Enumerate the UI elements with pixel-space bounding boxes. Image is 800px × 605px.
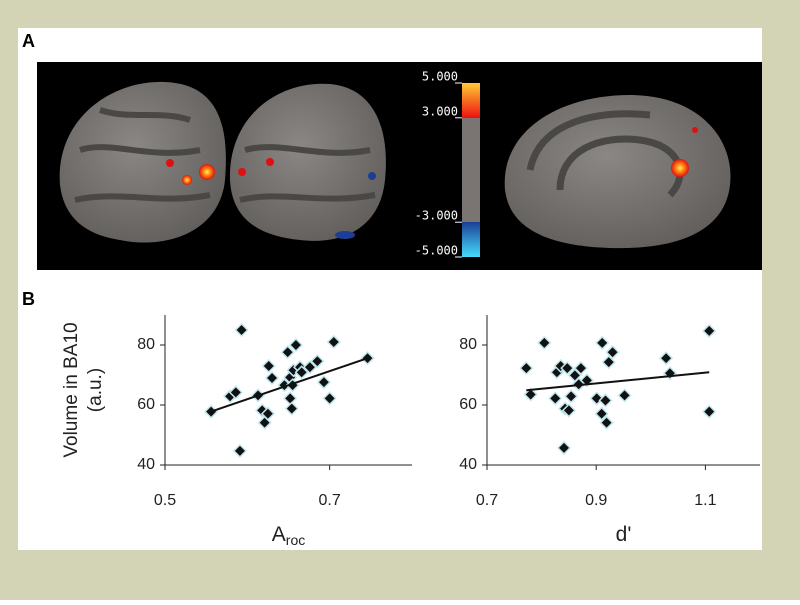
data-point [556,440,572,455]
data-point [598,393,613,408]
x-axis-label: Aroc [272,523,305,548]
data-point [599,415,614,430]
y-tick-label: 60 [459,396,477,413]
data-point [659,351,674,366]
data-point [284,401,299,416]
y-tick-label: 60 [137,396,155,413]
panel-label: B [22,289,35,309]
brain-right [229,83,386,241]
data-point [294,365,309,380]
data-point [537,335,552,350]
data-point [548,391,563,406]
x-tick-label: 0.7 [319,492,341,509]
data-point [601,355,616,370]
x-tick-label: 0.7 [476,492,498,509]
data-point [322,391,337,406]
y-tick-label: 40 [459,456,477,473]
colorbar-label: 3.000 [422,104,458,118]
data-point [261,358,276,374]
colorbar-label: -5.000 [415,244,458,258]
colorbar [462,83,480,257]
data-point [702,323,717,338]
data-point [561,403,576,418]
data-point [228,385,243,400]
data-point [260,406,275,421]
data-point [302,360,317,375]
data-point [234,322,249,338]
data-point [573,361,588,376]
brain-left [59,81,226,243]
y-tick-label: 80 [459,336,477,353]
x-label-base: A [272,523,286,546]
data-point [617,388,632,403]
data-point [605,345,620,360]
y-tick-label: 80 [137,336,155,353]
x-label-sub: roc [286,532,305,548]
x-axis-label: d' [616,523,632,546]
data-point [316,375,331,390]
panel-label: A [22,31,35,51]
data-point [264,370,280,386]
data-point [595,335,610,350]
data-point [564,389,579,404]
x-label-base: d' [616,523,632,546]
trend-line [210,357,368,413]
brain-medial [504,95,731,249]
data-point [594,406,609,421]
colorbar-label: 5.000 [422,70,458,84]
data-point [288,337,303,353]
data-point [519,361,534,376]
data-point [560,361,575,376]
data-point [232,443,247,458]
data-point [326,334,341,350]
y-axis-label: Volume in BA10 [61,322,82,457]
y-axis-label: (a.u.) [85,368,106,412]
x-tick-label: 1.1 [694,492,716,509]
colorbar-label: -3.000 [415,209,458,223]
data-point [702,404,717,419]
x-tick-label: 0.5 [154,492,176,509]
y-tick-label: 40 [137,456,155,473]
trend-line [526,371,710,392]
data-point [280,345,295,360]
x-tick-label: 0.9 [585,492,607,509]
data-point [523,387,538,402]
data-point [310,354,325,369]
